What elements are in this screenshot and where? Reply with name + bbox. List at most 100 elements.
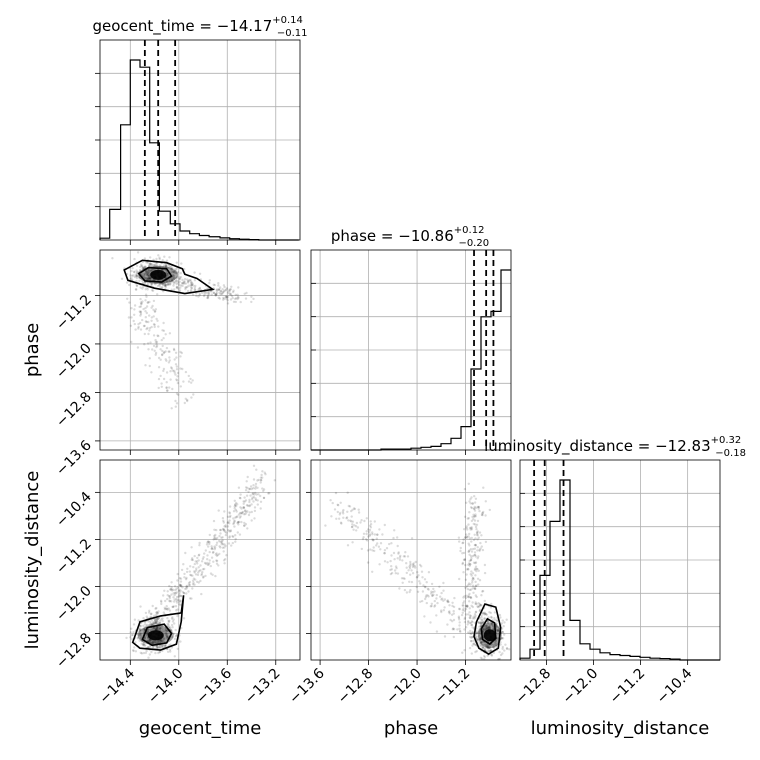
scatter-point-phase-luminosity_distance <box>495 624 498 627</box>
scatter-point-geocent_time-phase <box>164 284 167 287</box>
scatter-point-phase-luminosity_distance <box>419 582 422 585</box>
scatter-point-geocent_time-phase <box>144 293 148 296</box>
scatter-point-geocent_time-luminosity_distance <box>188 584 191 587</box>
scatter-point-phase-luminosity_distance <box>476 638 479 641</box>
scatter-point-geocent_time-luminosity_distance <box>234 537 237 541</box>
scatter-point-phase-luminosity_distance <box>474 650 477 654</box>
scatter-point-geocent_time-luminosity_distance <box>181 590 184 594</box>
scatter-point-geocent_time-luminosity_distance <box>159 619 162 622</box>
scatter-point-geocent_time-luminosity_distance <box>199 564 202 567</box>
scatter-point-phase-luminosity_distance <box>368 530 371 534</box>
scatter-point-geocent_time-luminosity_distance <box>170 593 173 596</box>
scatter-point-geocent_time-luminosity_distance <box>222 521 225 524</box>
scatter-point-geocent_time-phase <box>177 287 180 290</box>
scatter-point-geocent_time-phase <box>147 276 150 279</box>
scatter-point-phase-luminosity_distance <box>372 546 375 549</box>
scatter-point-geocent_time-phase <box>215 293 218 296</box>
scatter-point-geocent_time-luminosity_distance <box>152 627 155 630</box>
scatter-point-geocent_time-phase <box>130 307 133 310</box>
scatter-point-geocent_time-phase <box>168 386 171 389</box>
scatter-point-geocent_time-luminosity_distance <box>175 634 178 637</box>
scatter-point-phase-luminosity_distance <box>469 506 473 509</box>
scatter-point-geocent_time-luminosity_distance <box>252 496 256 499</box>
scatter-point-phase-luminosity_distance <box>497 633 500 636</box>
scatter-point-geocent_time-phase <box>171 280 174 283</box>
scatter-point-geocent_time-luminosity_distance <box>221 546 225 549</box>
scatter-point-geocent_time-luminosity_distance <box>231 541 234 545</box>
scatter-point-phase-luminosity_distance <box>383 523 386 527</box>
scatter-point-phase-luminosity_distance <box>498 613 502 617</box>
scatter-point-geocent_time-luminosity_distance <box>237 520 241 524</box>
scatter-point-geocent_time-phase <box>133 257 136 261</box>
scatter-point-phase-luminosity_distance <box>466 587 469 591</box>
scatter-point-phase-luminosity_distance <box>430 602 433 605</box>
scatter-point-phase-luminosity_distance <box>465 626 468 629</box>
scatter-point-phase-luminosity_distance <box>496 629 499 633</box>
scatter-point-phase-luminosity_distance <box>486 644 490 647</box>
scatter-point-geocent_time-luminosity_distance <box>174 592 177 595</box>
scatter-point-geocent_time-luminosity_distance <box>189 565 192 568</box>
scatter-point-geocent_time-phase <box>167 283 170 286</box>
scatter-point-geocent_time-phase <box>217 288 220 292</box>
scatter-point-geocent_time-phase <box>162 282 165 286</box>
scatter-point-geocent_time-luminosity_distance <box>215 528 218 532</box>
scatter-point-phase-luminosity_distance <box>493 611 497 614</box>
scatter-point-phase-luminosity_distance <box>468 600 471 603</box>
scatter-point-geocent_time-luminosity_distance <box>165 605 168 608</box>
scatter-point-geocent_time-luminosity_distance <box>250 519 253 522</box>
scatter-point-geocent_time-luminosity_distance <box>139 625 142 628</box>
scatter-point-geocent_time-luminosity_distance <box>177 589 181 593</box>
scatter-point-geocent_time-luminosity_distance <box>143 644 146 647</box>
scatter-point-geocent_time-luminosity_distance <box>241 512 244 515</box>
scatter-point-phase-luminosity_distance <box>467 562 471 565</box>
scatter-point-geocent_time-luminosity_distance <box>164 632 168 635</box>
scatter-point-geocent_time-phase <box>146 277 149 281</box>
scatter-point-phase-luminosity_distance <box>452 612 455 615</box>
scatter-point-phase-luminosity_distance <box>336 510 339 514</box>
scatter-point-phase-luminosity_distance <box>418 563 422 567</box>
scatter-point-phase-luminosity_distance <box>468 532 471 536</box>
scatter-point-phase-luminosity_distance <box>355 529 358 532</box>
scatter-point-geocent_time-luminosity_distance <box>155 620 158 623</box>
scatter-point-phase-luminosity_distance <box>352 528 355 531</box>
scatter-point-phase-luminosity_distance <box>403 555 407 558</box>
scatter-point-phase-luminosity_distance <box>463 528 466 531</box>
scatter-point-geocent_time-phase <box>237 296 240 300</box>
scatter-point-phase-luminosity_distance <box>475 635 478 639</box>
scatter-point-geocent_time-phase <box>130 276 133 280</box>
scatter-point-phase-luminosity_distance <box>467 594 470 597</box>
scatter-point-geocent_time-luminosity_distance <box>207 540 210 544</box>
scatter-point-phase-luminosity_distance <box>475 595 478 599</box>
scatter-point-geocent_time-luminosity_distance <box>170 623 174 627</box>
scatter-point-geocent_time-luminosity_distance <box>203 567 206 571</box>
scatter-point-geocent_time-phase <box>244 297 248 300</box>
scatter-point-phase-luminosity_distance <box>476 546 479 549</box>
scatter-point-geocent_time-luminosity_distance <box>191 587 194 590</box>
scatter-point-geocent_time-phase <box>172 347 176 351</box>
scatter-point-phase-luminosity_distance <box>442 589 445 592</box>
scatter-point-geocent_time-luminosity_distance <box>212 538 215 541</box>
scatter-point-phase-luminosity_distance <box>450 613 454 616</box>
scatter-point-phase-luminosity_distance <box>475 523 479 526</box>
scatter-point-geocent_time-luminosity_distance <box>157 610 160 613</box>
scatter-point-phase-luminosity_distance <box>421 599 424 603</box>
scatter-point-phase-luminosity_distance <box>466 613 470 616</box>
scatter-point-phase-luminosity_distance <box>337 504 340 507</box>
scatter-point-phase-luminosity_distance <box>330 515 333 518</box>
scatter-point-geocent_time-phase <box>179 350 182 354</box>
scatter-point-phase-luminosity_distance <box>494 642 498 645</box>
scatter-point-geocent_time-luminosity_distance <box>234 508 238 512</box>
scatter-point-geocent_time-luminosity_distance <box>198 553 201 556</box>
scatter-point-geocent_time-luminosity_distance <box>244 489 248 492</box>
scatter-point-phase-luminosity_distance <box>462 607 465 610</box>
scatter-point-geocent_time-phase <box>219 289 223 293</box>
histogram-geocent_time <box>99 59 299 241</box>
scatter-point-geocent_time-phase <box>139 321 142 325</box>
scatter-point-phase-luminosity_distance <box>478 625 481 628</box>
scatter-point-geocent_time-phase <box>149 277 152 280</box>
scatter-point-geocent_time-phase <box>144 316 147 319</box>
scatter-point-geocent_time-luminosity_distance <box>150 641 153 644</box>
scatter-point-phase-luminosity_distance <box>463 628 466 631</box>
scatter-point-geocent_time-phase <box>198 294 201 297</box>
scatter-point-phase-luminosity_distance <box>449 618 452 622</box>
